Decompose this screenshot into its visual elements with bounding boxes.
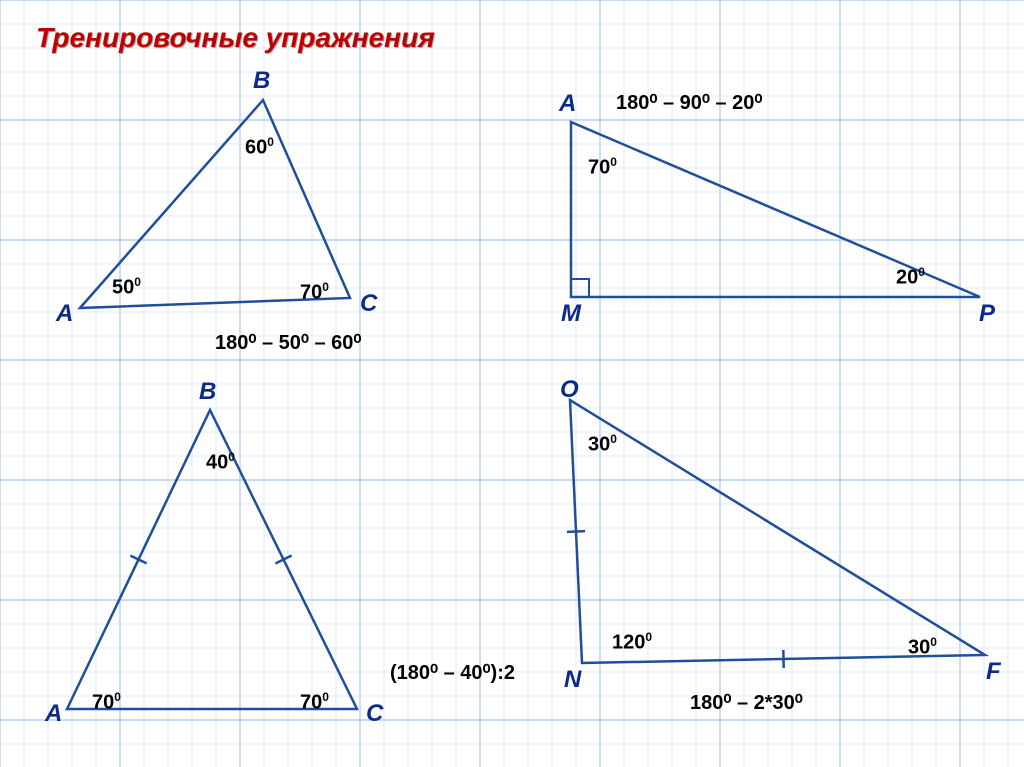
page-title: Тренировочные упражнения (36, 22, 435, 54)
tri4-angle-O: 300 (588, 432, 617, 457)
tri2-vertex-P: P (979, 300, 995, 328)
tri3-angle-C: 700 (300, 690, 329, 715)
tri4-formula: 180⁰ – 2*30⁰ (690, 690, 803, 715)
tri4-angle-N: 1200 (612, 630, 652, 655)
tri1-angle-B: 600 (245, 135, 274, 160)
tri4-vertex-F: F (986, 658, 1001, 686)
tri2-vertex-M: M (561, 300, 581, 328)
tri2-vertex-A: A (559, 90, 576, 118)
tri4-vertex-O: O (560, 376, 579, 404)
tri2-angle-P: 200 (896, 265, 925, 290)
tri1-angle-C: 700 (300, 280, 329, 305)
tri1-vertex-B: B (253, 67, 270, 95)
tri3-vertex-C: C (366, 700, 383, 728)
tri3-angle-A: 700 (92, 690, 121, 715)
tri3-angle-B: 400 (206, 450, 235, 475)
tri3-formula: (180⁰ – 40⁰):2 (390, 660, 515, 685)
tri1-formula: 180⁰ – 50⁰ – 60⁰ (215, 330, 361, 355)
tri1-vertex-C: C (360, 290, 377, 318)
tri2-angle-A: 700 (588, 155, 617, 180)
tri2-formula: 180⁰ – 90⁰ – 20⁰ (616, 90, 762, 115)
tri1-angle-A: 500 (112, 275, 141, 300)
tri1-vertex-A: A (56, 300, 73, 328)
tri4-vertex-N: N (564, 666, 581, 694)
tri4-angle-F: 300 (908, 635, 937, 660)
tri3-vertex-A: A (45, 700, 62, 728)
tri3-vertex-B: B (199, 378, 216, 406)
